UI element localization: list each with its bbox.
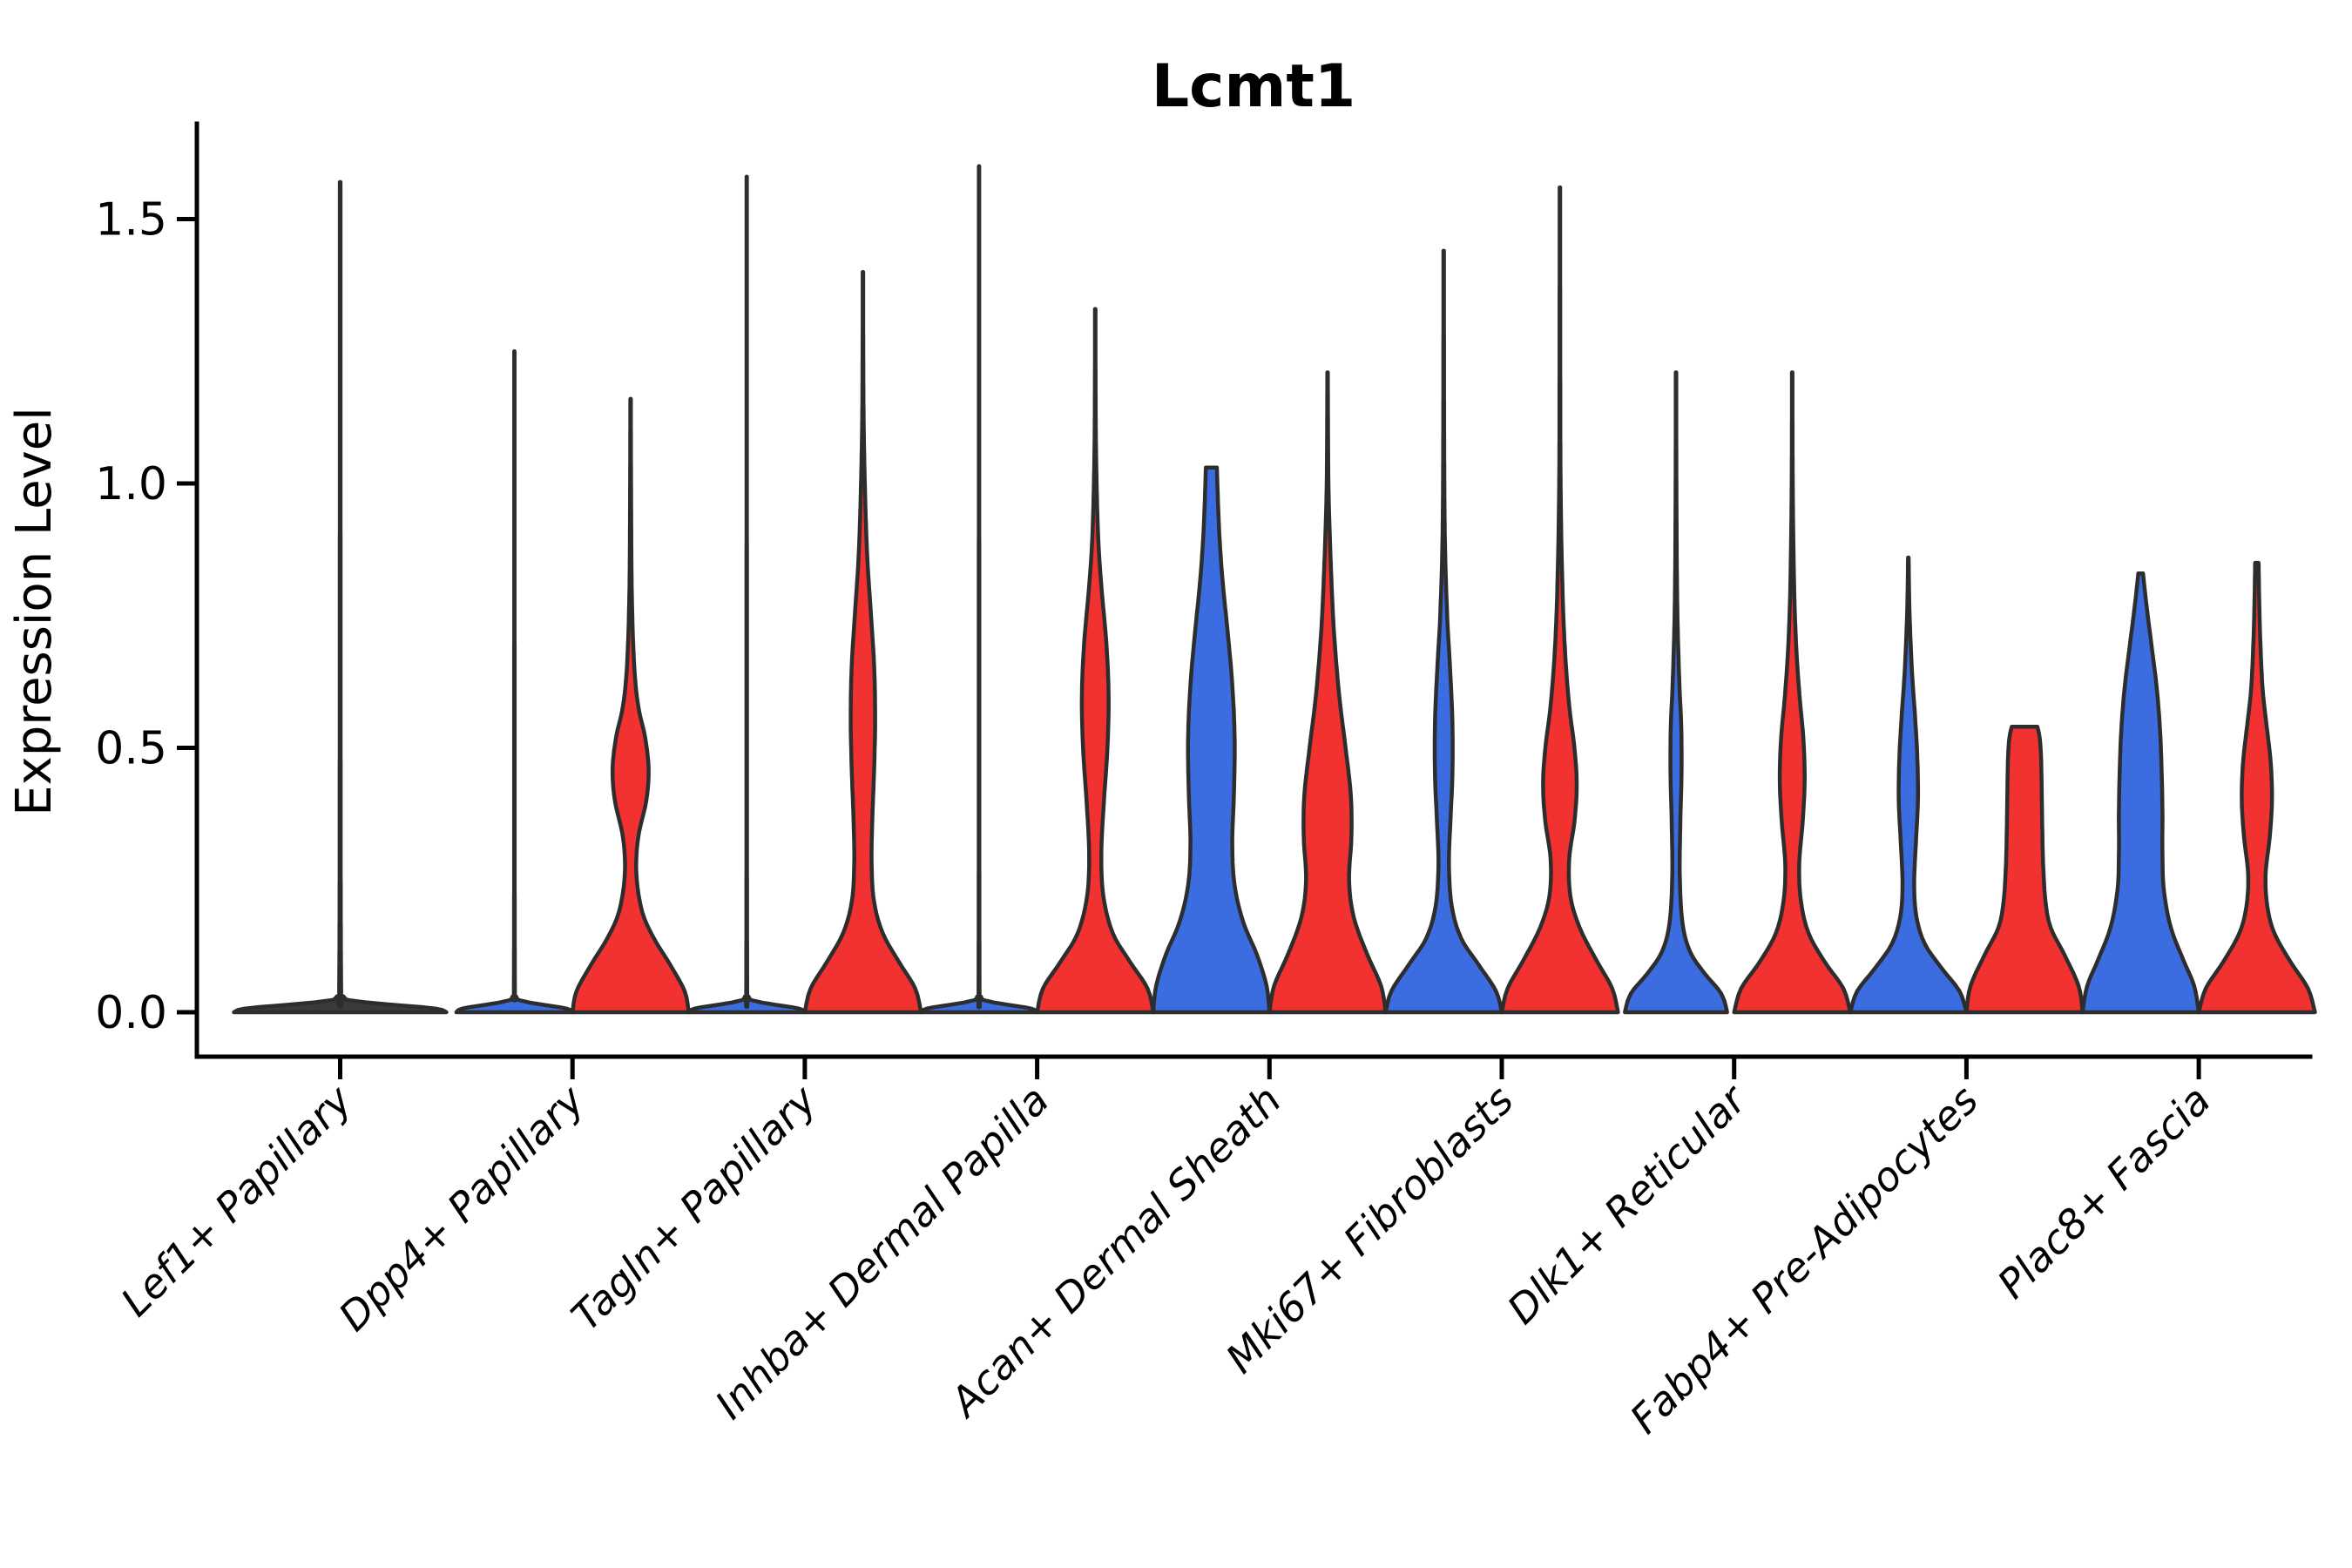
y-tick-label: 1.5 [95,194,167,247]
violins-group [232,164,2317,1015]
y-axis-label: Expression Level [6,407,63,816]
plot-title: Lcmt1 [1152,52,1355,121]
violin-2-blue [686,174,808,1015]
violin-4-blue [1151,465,1272,1015]
x-tick-label: Plac8+ Fascia [1988,1077,2219,1308]
x-tick-label: Lef1+ Papillary [112,1076,361,1325]
violin-3-red [1035,307,1156,1015]
violin-4-red [1267,370,1388,1015]
x-tick-label: Tagln+ Papillary [562,1076,826,1340]
violin-8-red [2196,560,2317,1015]
y-tick-label: 0.0 [95,987,167,1039]
violin-0-single [232,179,449,1015]
y-tick-marks [177,217,197,1015]
violin-1-red [570,396,691,1015]
violin-8-blue [2080,571,2201,1015]
violin-1-blue [454,349,575,1015]
violin-5-red [1499,185,1620,1015]
x-tick-label: Dlk1+ Reticular [1498,1074,1757,1333]
y-tick-label: 1.0 [95,458,167,510]
violin-2-red [802,269,923,1015]
violin-3-blue [918,164,1039,1015]
violin-6-blue [1623,370,1729,1015]
x-tick-label: Dpp4+ Papillary [329,1076,593,1340]
y-tick-label: 0.5 [95,723,167,775]
x-tick-marks [338,1057,2201,1079]
violin-5-blue [1383,248,1504,1015]
violin-7-blue [1848,555,1969,1015]
violin-6-red [1732,370,1853,1015]
violin-7-red [1964,724,2085,1015]
